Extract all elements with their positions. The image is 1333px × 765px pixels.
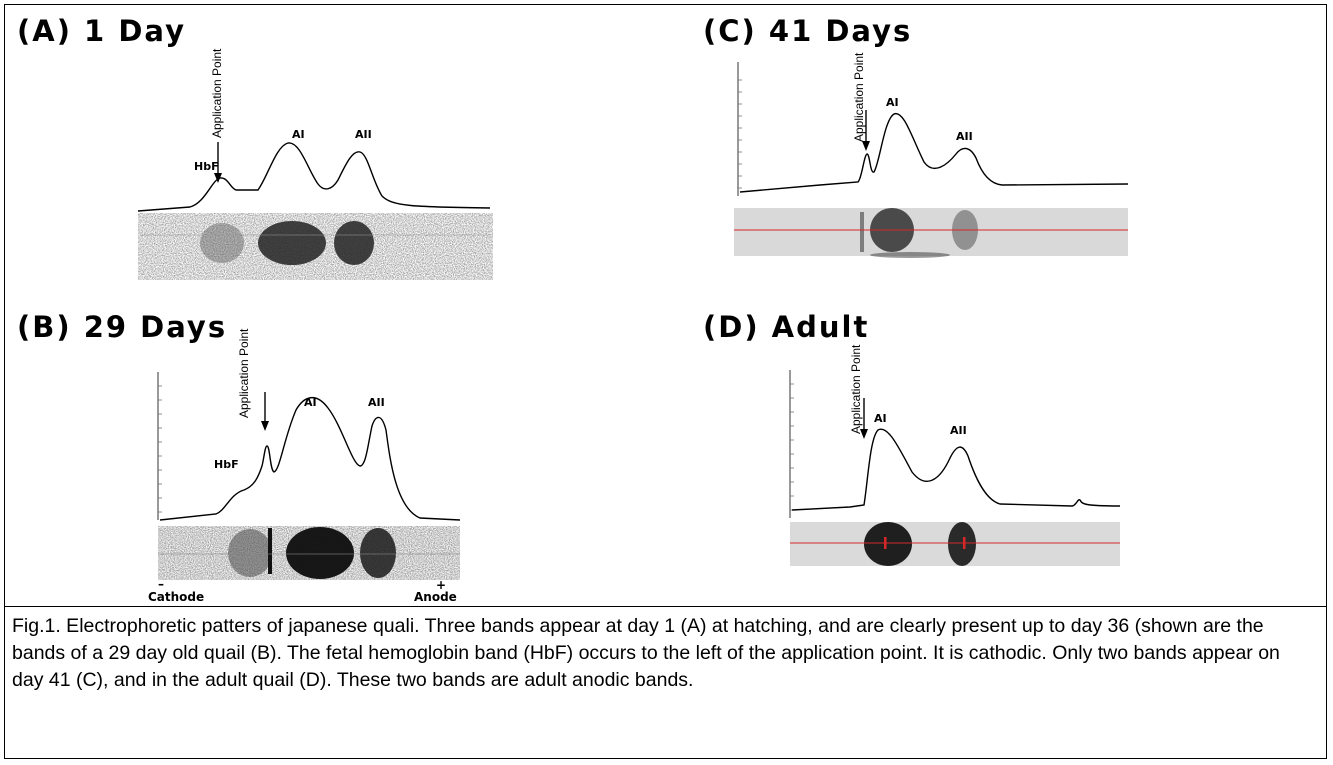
panel-d-band-aii xyxy=(948,522,976,566)
panel-b-band-hbf xyxy=(228,529,272,577)
panel-d-title: (D) Adult xyxy=(703,310,869,344)
panel-a-band-hbf xyxy=(200,223,244,263)
panel-c-peak-aii: AII xyxy=(956,130,973,143)
panel-b-band-aii xyxy=(360,528,396,578)
caption-divider xyxy=(4,606,1327,607)
panel-b-trace xyxy=(160,398,460,520)
panel-c-trace xyxy=(740,114,1128,192)
panel-a-peak-aii: AII xyxy=(355,128,372,141)
panel-d-application-label: Application Point xyxy=(849,344,863,434)
panel-a-densitometry: Application Point HbF AI AII xyxy=(0,0,560,300)
anode-label: Anode xyxy=(414,590,457,604)
panel-a-band-ai xyxy=(258,221,326,265)
panel-d-peak-ai: AI xyxy=(874,412,887,425)
panel-b-band-ai xyxy=(286,527,354,579)
panel-a-peak-ai: AI xyxy=(292,128,305,141)
cathode-label: Cathode xyxy=(148,590,204,604)
panel-d-band-ai xyxy=(864,522,912,566)
cathode-sign: – xyxy=(158,577,164,591)
panel-b-peak-ai: AI xyxy=(304,396,317,409)
panel-a-application-label: Application Point xyxy=(210,48,224,138)
panel-b-peak-hbf: HbF xyxy=(214,458,239,471)
panel-c-application-label: Application Point xyxy=(852,52,866,142)
panel-c-peak-ai: AI xyxy=(886,96,899,109)
panel-c-gel-strip xyxy=(734,208,1128,256)
panel-a-peak-hbf: HbF xyxy=(194,160,219,173)
panel-b-peak-aii: AII xyxy=(368,396,385,409)
figure-caption: Fig.1. Electrophoretic patters of japane… xyxy=(12,613,1312,694)
panel-c-densitometry: Application Point AI AII xyxy=(700,50,1140,280)
panel-b-densitometry: Application Point HbF AI AII – Cathode +… xyxy=(120,360,540,606)
panel-c-title: (C) 41 Days xyxy=(703,14,912,48)
panel-a-trace xyxy=(138,143,490,211)
panel-d-peak-aii: AII xyxy=(950,424,967,437)
panel-b-title: (B) 29 Days xyxy=(17,310,227,344)
panel-d-trace xyxy=(792,429,1120,510)
panel-a-band-aii xyxy=(334,221,374,265)
panel-b-application-mark xyxy=(268,528,272,574)
panel-b-application-label: Application Point xyxy=(237,328,251,418)
panel-d-densitometry: Application Point AI AII xyxy=(760,340,1140,590)
